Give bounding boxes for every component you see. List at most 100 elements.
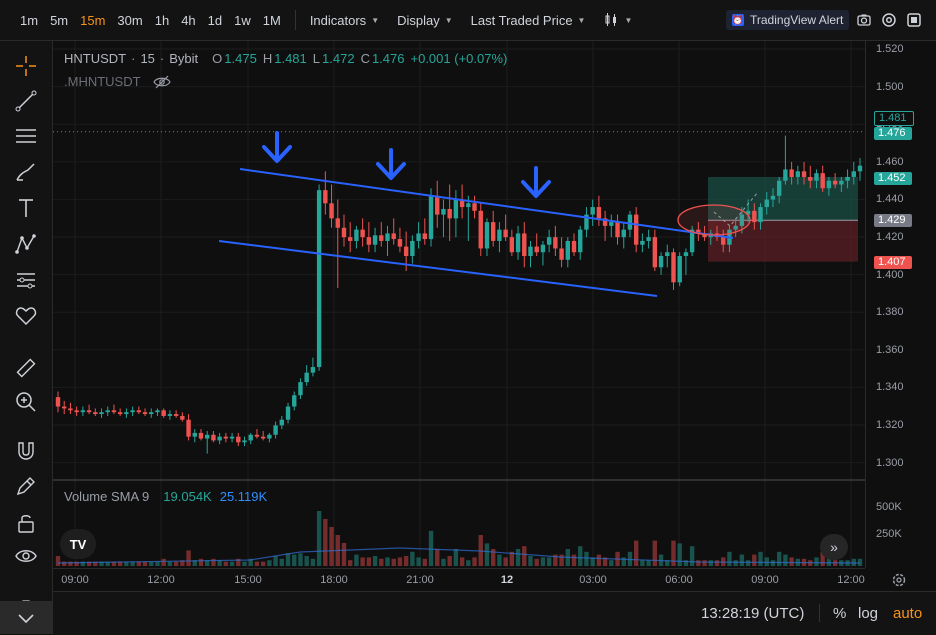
volume-bar xyxy=(546,557,552,566)
settings-icon[interactable] xyxy=(881,12,897,28)
chevron-down-icon: ▼ xyxy=(371,15,380,25)
measure-tool[interactable] xyxy=(12,354,40,382)
volume-bar xyxy=(236,558,241,566)
candle-body xyxy=(845,176,850,181)
volume-bar xyxy=(304,556,309,566)
horizontal-lines-tool[interactable] xyxy=(12,122,40,150)
timeframe-1w[interactable]: 1w xyxy=(234,12,251,28)
percent-scale-button[interactable]: % xyxy=(833,605,847,622)
volume-bar xyxy=(522,546,527,566)
candle-body xyxy=(323,190,328,204)
candle-body xyxy=(217,436,222,441)
brush-tool[interactable] xyxy=(12,158,40,186)
candle-body xyxy=(646,237,651,241)
entry-price-tag: 1.429 xyxy=(874,214,912,227)
tradingview-alert-button[interactable]: ⏰ TradingView Alert xyxy=(726,10,850,30)
toolbar-divider xyxy=(294,10,296,30)
favorites-tool[interactable] xyxy=(12,302,40,330)
gear-icon xyxy=(892,573,906,587)
exchange-label: Bybit xyxy=(169,51,199,66)
drawing-mode-tool[interactable] xyxy=(12,472,40,500)
candle-body xyxy=(180,415,185,420)
eye-off-icon[interactable] xyxy=(152,75,171,89)
volume-bar xyxy=(646,560,651,566)
volume-bar xyxy=(180,560,185,566)
timeframe-5m[interactable]: 5m xyxy=(50,12,69,28)
candle-body xyxy=(776,180,782,196)
candle-body xyxy=(752,210,757,223)
candle-body xyxy=(447,208,452,219)
time-axis[interactable]: 09:00 12:00 15:00 18:00 21:00 12 03:00 06:00 09:… xyxy=(53,568,865,591)
volume-bar xyxy=(279,558,285,566)
volume-bar xyxy=(584,551,589,566)
candle-body xyxy=(721,237,726,245)
candle-body xyxy=(161,410,166,416)
candle-body xyxy=(528,246,533,256)
timeframe-1M[interactable]: 1M xyxy=(262,12,281,28)
crosshair-tool[interactable] xyxy=(12,52,40,80)
price-axis[interactable]: 1.300 1.320 1.340 1.360 1.380 1.400 1.420 1.440… xyxy=(865,41,936,568)
lock-drawings-tool[interactable] xyxy=(12,509,40,537)
volume-bar xyxy=(776,551,782,566)
candle-body xyxy=(435,195,440,215)
text-icon xyxy=(19,199,33,217)
volume-bar xyxy=(665,560,670,566)
price-chart[interactable] xyxy=(53,41,865,568)
volume-bar xyxy=(192,560,197,566)
volume-bar xyxy=(173,561,179,566)
candle-body xyxy=(391,233,396,240)
candle-body xyxy=(652,237,658,268)
volume-bar xyxy=(205,560,210,566)
axis-settings-button[interactable] xyxy=(890,571,908,589)
text-tool[interactable] xyxy=(12,194,40,222)
hide-drawings-tool[interactable] xyxy=(12,542,40,570)
magnet-tool[interactable] xyxy=(12,437,40,465)
volume-bar xyxy=(223,561,229,566)
candle-body xyxy=(248,434,253,441)
pattern-tool[interactable] xyxy=(12,230,40,258)
display-menu[interactable]: Display ▼ xyxy=(391,13,459,28)
timeframe-15m[interactable]: 15m xyxy=(80,12,106,28)
timeframe-30m[interactable]: 30m xyxy=(117,12,143,28)
scroll-to-realtime-button[interactable]: » xyxy=(820,534,848,560)
log-scale-button[interactable]: log xyxy=(858,605,879,622)
candle-body xyxy=(689,229,695,253)
indicators-menu[interactable]: Indicators ▼ xyxy=(304,13,385,28)
candle-body xyxy=(459,199,465,208)
trendline-tool[interactable] xyxy=(12,87,40,115)
timeframe-1m[interactable]: 1m xyxy=(20,12,39,28)
candle-body xyxy=(223,436,229,439)
candle-body xyxy=(410,240,415,256)
timeframe-1d[interactable]: 1d xyxy=(207,12,223,28)
camera-icon[interactable] xyxy=(856,12,872,28)
volume-bar xyxy=(534,558,539,566)
candle-body xyxy=(627,214,633,230)
zoom-tool[interactable] xyxy=(12,388,40,416)
volume-bar xyxy=(702,560,707,566)
time-axis-label: 09:00 xyxy=(61,574,89,586)
time-axis-label: 03:00 xyxy=(579,574,607,586)
chart-type-menu[interactable]: ▼ xyxy=(597,12,638,28)
prediction-tool[interactable] xyxy=(12,266,40,294)
tradingview-logo[interactable]: TV xyxy=(60,529,96,559)
utc-clock[interactable]: 13:28:19 (UTC) xyxy=(701,605,805,622)
timeframe-1h[interactable]: 1h xyxy=(154,12,170,28)
auto-scale-button[interactable]: auto xyxy=(893,605,923,622)
price-source-menu[interactable]: Last Traded Price ▼ xyxy=(465,13,592,28)
pencil-lock-icon xyxy=(16,477,35,496)
candle-body xyxy=(267,434,272,439)
timeframe-4h[interactable]: 4h xyxy=(181,12,196,28)
candle-body xyxy=(62,406,67,409)
candle-body xyxy=(298,382,303,396)
candle-body xyxy=(192,432,197,437)
volume-bar xyxy=(528,556,533,566)
volume-bar xyxy=(217,560,222,566)
volume-bar xyxy=(410,551,415,566)
volume-bar xyxy=(403,556,409,566)
price-axis-label: 1.380 xyxy=(876,306,904,319)
low-label: L xyxy=(312,51,321,66)
fullscreen-icon[interactable] xyxy=(906,12,922,28)
sidebar-collapse-button[interactable] xyxy=(0,601,52,634)
volume-bar xyxy=(360,557,365,566)
volume-bar xyxy=(242,561,247,566)
